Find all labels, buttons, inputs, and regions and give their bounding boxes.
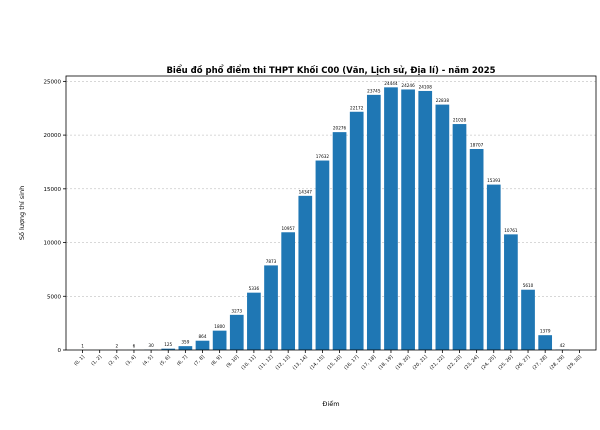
bar: [366, 94, 381, 350]
data-label: 17632: [316, 154, 330, 159]
bar: [435, 104, 450, 350]
data-label: 10957: [282, 226, 296, 231]
chart-title: Biểu đồ phổ điểm thi THPT Khối C00 (Văn,…: [166, 64, 495, 76]
y-axis-label: Số lượng thí sinh: [18, 186, 26, 240]
y-tick-label: 10000: [44, 241, 62, 247]
bars: [75, 87, 570, 350]
data-label: 14347: [299, 189, 313, 194]
x-tick-label: (20, 21]: [412, 354, 429, 371]
data-label: 6: [133, 343, 136, 348]
data-label: 864: [199, 334, 207, 339]
data-label: 15393: [487, 178, 501, 183]
bar: [349, 111, 364, 350]
y-tick-label: 15000: [44, 187, 62, 193]
data-label: 24108: [419, 84, 433, 89]
x-tick-label: (8, 9]: [210, 354, 223, 367]
x-tick-label: (6, 7]: [176, 354, 189, 367]
data-label: 22172: [350, 105, 364, 110]
x-axis-label: Điểm: [322, 399, 339, 408]
x-tick-label: (18, 19]: [377, 354, 394, 371]
x-tick-label: (5, 6]: [159, 354, 172, 367]
y-tick-label: 0: [58, 348, 62, 354]
data-label: 1: [81, 343, 84, 348]
data-label: 2: [115, 343, 118, 348]
y-tick-label: 25000: [44, 79, 62, 85]
plot-frame: [65, 75, 597, 351]
x-tick-label: (12, 13]: [274, 354, 291, 371]
x-tick-label: (21, 22]: [429, 354, 446, 371]
bar: [264, 265, 278, 350]
x-tick-label: (2, 3]: [107, 354, 120, 367]
data-label: 125: [164, 342, 172, 347]
bar: [469, 148, 484, 350]
bar: [401, 89, 415, 350]
x-tick-label: (15, 16]: [326, 354, 343, 371]
bar: [452, 124, 467, 350]
bar: [384, 87, 398, 350]
bar: [212, 330, 227, 350]
data-label: 10761: [504, 228, 518, 233]
x-tick-label: (17, 18]: [360, 354, 377, 371]
x-tick-label: (10, 11]: [240, 354, 257, 371]
bar: [521, 289, 535, 350]
x-tick-label: (0, 1]: [73, 354, 86, 367]
x-axis-ticks: (0, 1] (1, 2] (2, 3] (3, 4] (4, 5] (5, 6] (6, …: [73, 350, 583, 371]
bar: [486, 184, 501, 350]
x-tick-label: (25, 26]: [497, 354, 514, 371]
data-label: 20276: [333, 126, 347, 131]
bar: [315, 160, 330, 350]
x-tick-label: (1, 2]: [90, 354, 103, 367]
data-label: 21028: [453, 118, 467, 123]
bar: [178, 346, 193, 350]
bar: [247, 292, 261, 350]
data-label: 22838: [436, 98, 450, 103]
data-label: 24444: [384, 81, 398, 86]
data-label: 23745: [367, 88, 381, 93]
x-tick-label: (28, 29]: [549, 354, 566, 371]
x-tick-label: (23, 24]: [463, 354, 480, 371]
data-label: 359: [181, 340, 189, 345]
data-label: 7873: [266, 259, 277, 264]
x-tick-label: (19, 20]: [394, 354, 411, 371]
bar: [418, 90, 433, 350]
data-label: 24246: [401, 83, 415, 88]
x-tick-label: (3, 4]: [124, 354, 137, 367]
y-tick-label: 20000: [44, 133, 62, 139]
x-tick-label: (16, 17]: [343, 354, 360, 371]
data-label: 5336: [249, 286, 260, 291]
bar: [195, 340, 210, 350]
data-label: 30: [148, 343, 154, 348]
bar: [281, 232, 296, 350]
x-tick-label: (22, 23]: [446, 354, 463, 371]
x-tick-label: (26, 27]: [514, 354, 531, 371]
bar: [298, 195, 313, 350]
x-tick-label: (14, 15]: [309, 354, 326, 371]
x-tick-label: (29, 30]: [566, 354, 583, 371]
x-tick-label: (9, 10]: [225, 354, 240, 369]
data-label: 1379: [540, 329, 551, 334]
data-label: 42: [560, 343, 566, 348]
x-tick-label: (11, 12]: [257, 354, 274, 371]
bar: [332, 132, 347, 350]
x-tick-label: (13, 14]: [292, 354, 309, 371]
bar: [538, 335, 553, 350]
bar: [161, 348, 176, 350]
bar: [229, 314, 244, 350]
x-tick-label: (24, 25]: [480, 354, 497, 371]
data-label: 18707: [470, 142, 484, 147]
x-tick-label: (27, 28]: [531, 354, 548, 371]
data-label: 5610: [523, 283, 534, 288]
bar: [504, 234, 518, 350]
x-tick-label: (4, 5]: [142, 354, 155, 367]
data-label: 1800: [214, 324, 225, 329]
y-tick-label: 5000: [47, 294, 61, 300]
data-label: 3273: [231, 308, 242, 313]
data-labels: 1 2 6 30 125 359 864 1800 3273 5336 7873 10957 14347…: [81, 81, 565, 349]
x-tick-label: (7, 8]: [193, 354, 206, 367]
y-axis-ticks: 0 5000 10000 15000 20000 25000: [44, 79, 66, 354]
